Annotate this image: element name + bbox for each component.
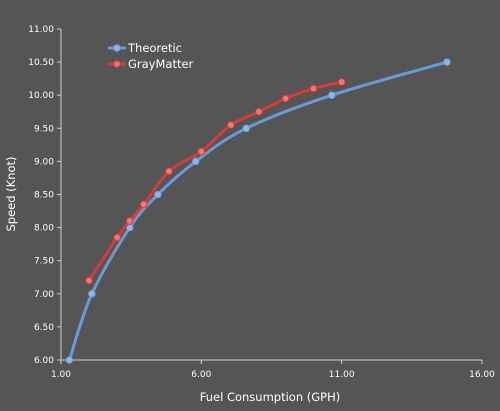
data-point-graymatter (125, 217, 134, 225)
x-tick-label: 11.00 (329, 370, 355, 380)
y-tick-label: 9.00 (34, 157, 54, 167)
data-point-theoretic (443, 58, 451, 66)
data-point-theoretic (191, 157, 200, 166)
y-tick-label: 8.50 (34, 191, 54, 201)
axes: 6.00 6.50 7.00 7.50 8.00 8.50 9.00 9.50 10.00 10.… (28, 25, 495, 380)
series-line-theoretic (67, 60, 449, 362)
legend: Theoretic GrayMatter (108, 41, 194, 71)
series-line-graymatter (87, 80, 344, 283)
legend-swatch-marker (113, 44, 121, 52)
x-tick-label: 1.00 (51, 370, 71, 380)
y-tick-label: 10.00 (28, 91, 54, 101)
x-axis-title: Fuel Consumption (GPH) (200, 390, 341, 404)
x-tick-label: 6.00 (191, 370, 211, 380)
data-point-graymatter (255, 107, 263, 116)
y-tick-label: 6.50 (34, 323, 54, 333)
data-point-theoretic (65, 356, 74, 364)
y-tick-label: 7.50 (34, 257, 54, 267)
y-tick-label: 6.00 (34, 356, 54, 366)
data-point-graymatter (227, 121, 235, 129)
data-point-graymatter (309, 84, 318, 93)
series-layer (65, 58, 451, 364)
x-tick-label: 16.00 (469, 370, 495, 380)
data-point-graymatter (337, 78, 346, 86)
legend-item-theoretic: Theoretic (108, 41, 182, 55)
y-tick-label: 8.00 (34, 224, 54, 234)
y-tick-label: 9.50 (34, 124, 54, 134)
data-point-graymatter (165, 167, 173, 176)
data-point-theoretic (154, 190, 162, 199)
series-theoretic (65, 58, 451, 364)
legend-item-graymatter: GrayMatter (108, 57, 194, 71)
y-tick-label: 10.50 (28, 58, 54, 68)
data-point-graymatter (85, 276, 93, 285)
data-point-theoretic (88, 290, 96, 298)
y-tick-label: 7.00 (34, 290, 54, 300)
data-point-theoretic (328, 91, 336, 99)
data-point-graymatter (281, 94, 290, 103)
legend-swatch-marker (113, 60, 121, 68)
legend-label: Theoretic (127, 41, 182, 55)
legend-label: GrayMatter (128, 57, 194, 71)
data-point-graymatter (139, 200, 148, 209)
data-point-theoretic (242, 124, 251, 133)
data-point-graymatter (113, 233, 121, 242)
data-point-graymatter (197, 147, 206, 156)
y-axis-title: Speed (Knot) (4, 156, 18, 231)
y-tick-label: 11.00 (28, 25, 54, 35)
series-graymatter (85, 78, 346, 285)
